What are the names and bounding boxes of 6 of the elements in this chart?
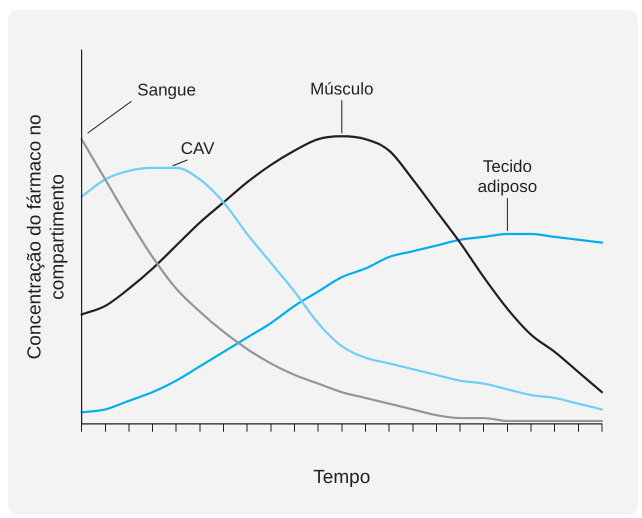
x-axis-title: Tempo bbox=[313, 466, 370, 488]
text: Sangue bbox=[137, 80, 196, 100]
text: Tecido adiposo bbox=[478, 157, 538, 196]
series-label: CAV bbox=[180, 139, 216, 158]
y-axis-title: Concentração do fármaco no compartimento bbox=[24, 114, 68, 360]
text: Músculo bbox=[310, 79, 374, 98]
